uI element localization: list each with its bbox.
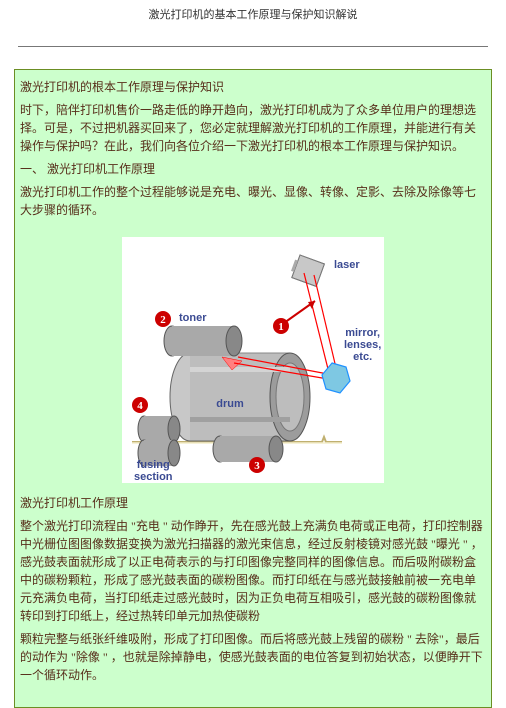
num-4: 4 [137,400,143,412]
label-fusing: fusing section [134,459,173,483]
label-drum: drum [216,398,244,410]
section1-title: 一、 激光打印机工作原理 [20,160,486,178]
page-title: 激光打印机的基本工作原理与保护知识解说 [0,0,506,26]
num-3: 3 [254,460,260,472]
label-laser: laser [334,257,360,274]
label-mirror: mirror, lenses, etc. [344,327,381,363]
num-2: 2 [160,314,166,326]
label-toner: toner [179,310,207,327]
article-body: 激光打印机的根本工作原理与保护知识 时下，陪伴打印机售价一路走低的睁开趋向，激光… [14,69,492,708]
article-heading: 激光打印机的根本工作原理与保护知识 [20,78,486,96]
divider-top [18,46,488,47]
body-paragraph-2: 颗粒完整与纸张纤维吸附，形成了打印图像。而后将感光鼓上残留的碳粉 " 去除"，最… [20,630,486,684]
printer-diagram: 1 2 3 4 drum laser toner mirror, lenses,… [122,237,384,483]
diagram-container: 1 2 3 4 drum laser toner mirror, lenses,… [20,237,486,488]
num-1: 1 [278,321,284,333]
body-paragraph-1: 整个激光打印流程由 "充电 " 动作睁开，先在感光鼓上充满负电荷或正电荷，打印控… [20,517,486,625]
section1-intro: 激光打印机工作的整个过程能够说是充电、曝光、显像、转像、定影、去除及除像等七大步… [20,183,486,219]
diagram-caption: 激光打印机工作原理 [20,494,486,512]
article-intro: 时下，陪伴打印机售价一路走低的睁开趋向，激光打印机成为了众多单位用户的理想选择。… [20,101,486,155]
